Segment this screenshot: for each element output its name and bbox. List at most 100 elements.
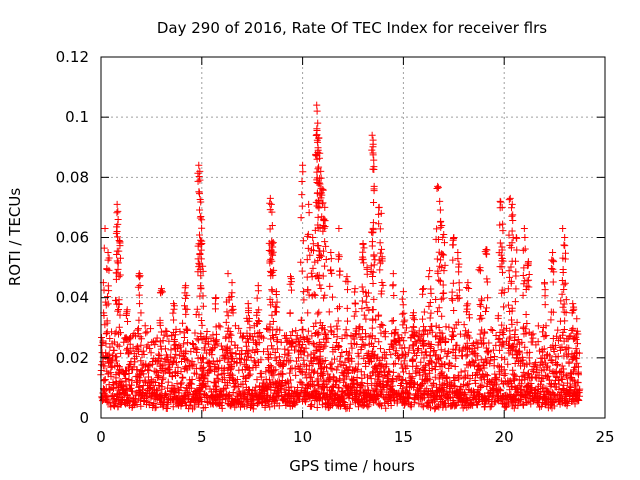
data-point bbox=[112, 374, 120, 382]
data-point bbox=[297, 379, 305, 387]
data-point bbox=[229, 302, 237, 310]
data-point bbox=[135, 383, 143, 391]
data-point bbox=[559, 303, 567, 311]
data-point bbox=[139, 388, 147, 396]
data-point bbox=[353, 341, 361, 349]
data-point bbox=[346, 400, 354, 408]
data-point bbox=[569, 300, 577, 308]
data-point bbox=[539, 328, 547, 336]
data-point bbox=[298, 191, 306, 199]
data-point bbox=[449, 333, 457, 341]
y-tick-label: 0.06 bbox=[56, 229, 89, 247]
data-point bbox=[164, 365, 172, 373]
data-point bbox=[137, 357, 145, 365]
data-point bbox=[297, 258, 305, 266]
data-point bbox=[203, 392, 211, 400]
data-point bbox=[491, 352, 499, 360]
data-point bbox=[359, 402, 367, 410]
data-point bbox=[193, 348, 201, 356]
data-point bbox=[230, 383, 238, 391]
data-point bbox=[315, 308, 323, 316]
data-point bbox=[483, 304, 491, 312]
data-point bbox=[113, 200, 121, 208]
data-point bbox=[135, 316, 143, 324]
data-point bbox=[287, 365, 295, 373]
data-point bbox=[541, 292, 549, 300]
data-point bbox=[113, 353, 121, 361]
data-point bbox=[389, 270, 397, 278]
data-point bbox=[511, 298, 519, 306]
data-point bbox=[273, 303, 281, 311]
data-point bbox=[420, 285, 428, 293]
data-point bbox=[440, 239, 448, 247]
data-point bbox=[437, 346, 445, 354]
data-point bbox=[189, 340, 197, 348]
data-point bbox=[559, 268, 567, 276]
data-point bbox=[150, 400, 158, 408]
data-point bbox=[220, 374, 228, 382]
data-point bbox=[292, 371, 300, 379]
data-point bbox=[266, 194, 274, 202]
data-point bbox=[144, 366, 152, 374]
y-tick-label: 0.02 bbox=[56, 349, 89, 367]
data-point bbox=[245, 385, 253, 393]
data-point bbox=[222, 333, 230, 341]
data-point bbox=[198, 224, 206, 232]
data-point bbox=[394, 355, 402, 363]
data-point bbox=[342, 326, 350, 334]
data-point bbox=[299, 325, 307, 333]
data-point bbox=[426, 314, 434, 322]
data-point bbox=[298, 202, 306, 210]
data-point bbox=[293, 332, 301, 340]
data-point bbox=[133, 343, 141, 351]
data-point bbox=[199, 302, 207, 310]
data-point bbox=[449, 256, 457, 264]
data-point bbox=[321, 342, 329, 350]
data-point bbox=[133, 366, 141, 374]
data-point bbox=[143, 328, 151, 336]
data-point bbox=[418, 338, 426, 346]
data-point bbox=[198, 355, 206, 363]
data-point bbox=[206, 362, 214, 370]
data-point bbox=[332, 339, 340, 347]
data-point bbox=[128, 377, 136, 385]
data-point bbox=[198, 216, 206, 224]
data-point bbox=[188, 362, 196, 370]
data-point bbox=[236, 359, 244, 367]
data-point bbox=[405, 395, 413, 403]
data-point bbox=[414, 345, 422, 353]
data-point bbox=[169, 403, 177, 411]
data-point bbox=[217, 342, 225, 350]
data-point bbox=[534, 322, 542, 330]
data-point bbox=[155, 350, 163, 358]
data-point bbox=[344, 286, 352, 294]
data-point bbox=[389, 317, 397, 324]
data-point bbox=[135, 382, 143, 390]
data-point bbox=[191, 329, 199, 337]
data-point bbox=[146, 344, 154, 352]
data-point bbox=[525, 271, 533, 279]
data-point bbox=[524, 258, 532, 266]
data-point bbox=[286, 309, 294, 317]
data-point bbox=[338, 334, 346, 342]
data-point bbox=[506, 273, 514, 281]
data-point bbox=[335, 303, 343, 311]
data-point bbox=[254, 347, 262, 355]
data-point bbox=[301, 396, 309, 404]
data-point bbox=[209, 345, 217, 353]
data-point bbox=[324, 370, 332, 378]
data-point bbox=[541, 279, 549, 287]
data-point bbox=[408, 374, 416, 382]
data-point bbox=[287, 376, 295, 384]
data-point bbox=[335, 384, 343, 392]
data-point bbox=[353, 374, 361, 382]
data-point bbox=[431, 366, 439, 374]
data-point bbox=[365, 401, 373, 409]
data-point bbox=[192, 344, 200, 352]
data-point bbox=[100, 244, 108, 252]
data-point bbox=[512, 285, 520, 293]
x-axis-label: GPS time / hours bbox=[289, 457, 415, 475]
y-tick-label: 0.08 bbox=[56, 168, 89, 186]
data-point bbox=[561, 234, 569, 241]
data-point bbox=[152, 367, 160, 375]
